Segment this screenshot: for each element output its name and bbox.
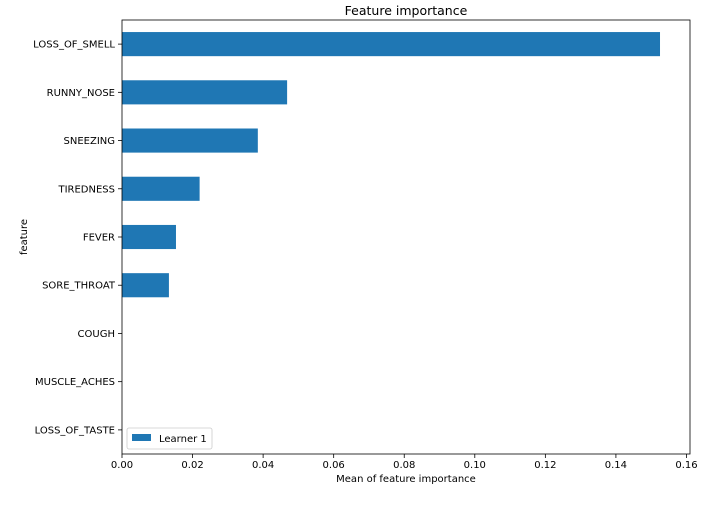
y-tick-label: LOSS_OF_SMELL: [33, 40, 115, 51]
y-tick-label: RUNNY_NOSE: [47, 88, 115, 99]
legend-box: [126, 427, 213, 450]
y-tick-label: LOSS_OF_TASTE: [35, 425, 115, 436]
x-tick-label: 0.10: [464, 460, 486, 471]
legend-swatch: [132, 434, 151, 441]
legend-label: Learner 1: [159, 434, 207, 445]
x-tick-label: 0.02: [181, 460, 203, 471]
x-tick-label: 0.16: [675, 460, 697, 471]
x-tick-label: 0.04: [252, 460, 274, 471]
y-tick-label: SORE_THROAT: [42, 281, 116, 292]
bars-group: [122, 32, 661, 298]
bar-tiredness: [122, 176, 200, 201]
y-tick-label: SNEEZING: [64, 136, 116, 147]
bar-runny-nose: [122, 80, 288, 105]
x-tick-label: 0.14: [605, 460, 627, 471]
y-axis-label: feature: [19, 219, 30, 255]
y-tick-label: MUSCLE_ACHES: [35, 377, 115, 388]
bar-loss-of-smell: [122, 32, 661, 57]
y-tick-label: COUGH: [78, 329, 115, 340]
x-tick-label: 0.06: [323, 460, 345, 471]
bar-sneezing: [122, 128, 258, 153]
y-tick-label: FEVER: [83, 233, 115, 244]
x-tick-label: 0.12: [534, 460, 556, 471]
x-tick-label: 0.00: [111, 460, 133, 471]
chart-title: Feature importance: [345, 3, 468, 18]
y-tick-label: TIREDNESS: [57, 184, 115, 195]
x-axis-label: Mean of feature importance: [336, 474, 476, 485]
x-axis: 0.00 0.02 0.04 0.06 0.08 0.10 0.12 0.14 0.16: [111, 454, 698, 471]
y-axis: LOSS_OF_SMELL RUNNY_NOSE SNEEZING TIREDNESS…: [33, 40, 122, 436]
bar-sore-throat: [122, 273, 169, 298]
bar-fever: [122, 224, 176, 250]
x-tick-label: 0.08: [393, 460, 415, 471]
legend: Learner 1: [126, 427, 213, 450]
